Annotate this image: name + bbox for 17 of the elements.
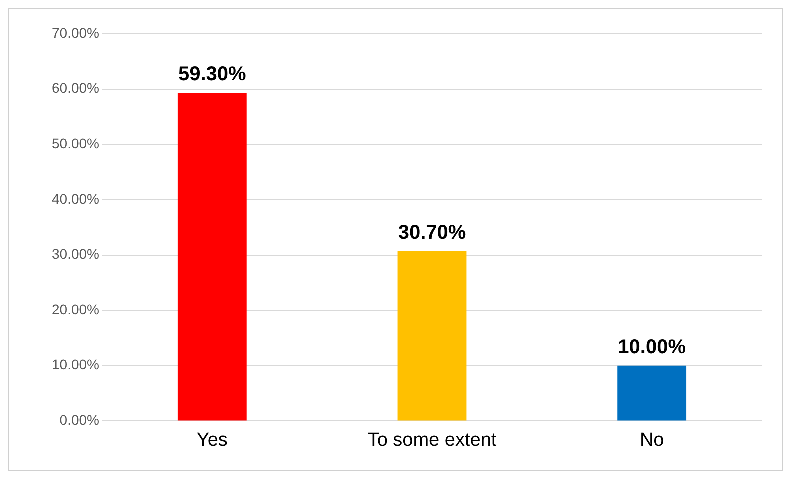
bar — [398, 251, 467, 421]
y-tick-label: 50.00% — [52, 135, 100, 152]
y-tick-label: 70.00% — [52, 24, 100, 41]
data-label: 59.30% — [178, 64, 247, 86]
x-tick-label: Yes — [196, 430, 228, 451]
y-tick-label: 10.00% — [52, 356, 100, 373]
y-tick-label: 0.00% — [60, 412, 100, 428]
y-tick-label: 60.00% — [52, 80, 100, 96]
data-label: 10.00% — [618, 336, 686, 358]
data-label: 30.70% — [398, 222, 466, 244]
y-tick-label: 40.00% — [52, 190, 100, 207]
bar — [178, 93, 247, 421]
x-tick-label: To some extent — [368, 430, 498, 451]
bar — [618, 366, 687, 421]
y-tick-label: 20.00% — [52, 301, 100, 318]
x-tick-label: No — [640, 430, 664, 451]
y-tick-label: 30.00% — [52, 246, 100, 262]
